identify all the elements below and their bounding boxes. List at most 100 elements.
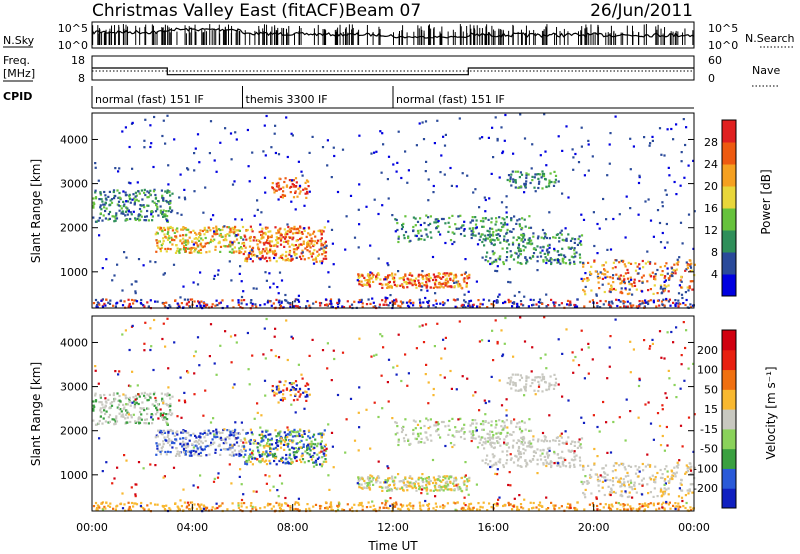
range-cell [577,440,580,444]
range-cell [419,285,422,288]
range-cell [389,301,392,304]
range-cell [550,262,553,266]
range-cell [462,229,466,232]
range-cell [515,425,518,428]
range-cell [228,434,231,437]
range-cell [133,299,136,302]
range-cell [649,478,652,481]
range-cell [365,283,369,287]
range-cell [471,419,474,422]
range-cell [544,235,547,238]
range-cell [648,476,651,479]
range-cell [118,412,121,415]
range-cell [615,298,618,301]
range-cell [492,253,495,256]
range-cell [371,478,374,481]
range-cell [95,508,98,511]
range-cell [189,454,192,457]
range-cell [502,465,505,469]
range-cell [271,390,274,393]
range-cell [610,488,613,492]
range-cell [102,406,105,409]
range-cell [332,146,335,149]
range-cell [435,430,438,433]
range-cell [129,401,132,404]
range-cell [244,250,247,253]
range-cell [387,274,390,277]
range-cell [387,197,390,200]
range-cell [239,449,243,452]
range-cell [601,264,604,267]
range-cell [155,442,158,445]
range-cell [533,389,536,392]
range-cell [270,234,273,237]
range-cell [291,386,294,389]
range-cell [404,230,408,234]
range-cell [297,503,301,506]
range-cell [492,156,495,159]
range-cell [234,433,237,436]
range-cell [468,227,471,230]
range-cell [262,150,265,153]
range-cell [393,299,396,302]
range-cell [296,305,299,308]
range-cell [496,265,499,268]
range-cell [653,480,656,483]
range-cell [471,430,474,433]
range-cell [686,286,689,289]
range-cell [229,448,232,451]
range-cell [361,302,364,305]
range-cell [229,132,233,135]
range-cell [286,257,290,260]
range-cell [166,435,169,438]
range-cell [411,279,414,282]
range-cell [661,205,664,208]
range-cell [580,243,583,246]
range-cell [573,247,576,250]
range-cell [97,422,100,425]
range-cell [433,221,436,224]
range-cell [525,383,528,386]
range-cell [237,436,240,439]
range-cell [165,218,168,221]
range-cell [407,485,410,488]
range-cell [498,461,502,464]
range-cell [400,480,403,483]
range-cell [269,452,272,455]
range-cell [231,248,234,251]
range-cell [631,488,634,491]
range-cell [410,282,413,285]
range-cell [308,239,311,242]
range-cell [213,274,216,277]
range-cell [316,445,319,448]
range-cell [463,437,466,440]
range-cell [472,437,475,440]
range-cell [490,437,493,440]
range-cell [366,281,369,285]
range-cell [666,272,669,275]
range-cell [142,507,145,510]
range-cell [304,187,307,190]
range-cell [207,242,210,245]
range-cell [515,441,518,445]
range-cell [401,428,404,432]
range-cell [228,234,231,237]
range-cell [272,505,275,508]
range-cell [391,475,394,478]
range-cell [426,289,429,292]
range-cell [436,218,439,221]
range-cell [432,191,435,194]
range-cell [689,303,692,306]
range-cell [138,218,142,221]
range-cell [530,167,533,170]
range-cell [284,436,287,439]
range-cell [412,301,415,304]
range-cell [144,418,147,421]
range-cell [164,393,167,396]
range-cell [638,466,641,469]
range-cell [658,127,662,130]
range-cell [318,229,321,232]
range-cell [514,389,517,392]
range-cell [94,399,98,402]
